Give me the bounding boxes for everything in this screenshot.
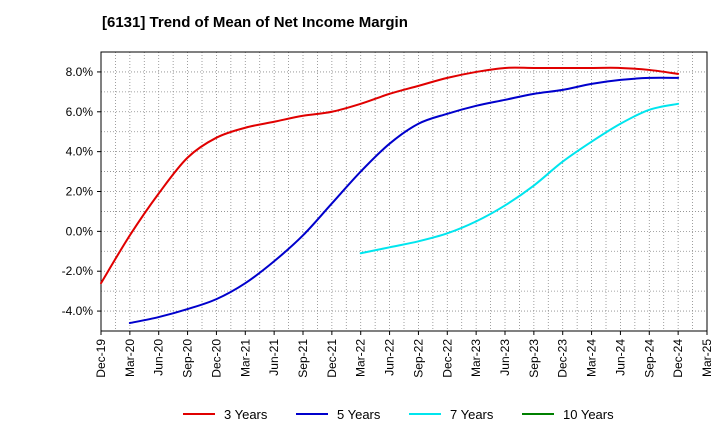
y-tick-label: 6.0% (66, 105, 94, 119)
x-tick-label: Jun-21 (267, 339, 281, 376)
y-tick-label: 4.0% (66, 145, 94, 159)
y-tick-label: -4.0% (62, 304, 94, 318)
y-tick-label: 0.0% (66, 224, 94, 238)
x-axis: Dec-19 Mar-20 Jun-20 Sep-20 Dec-20 Mar-21 Jun-… (94, 331, 714, 378)
x-tick-label: Sep-24 (642, 339, 656, 378)
x-tick-label: Mar-20 (123, 339, 137, 377)
x-tick-label: Mar-23 (469, 339, 483, 377)
x-tick-label: Sep-22 (411, 339, 425, 378)
x-tick-label: Dec-19 (94, 339, 108, 378)
legend-label: 10 Years (563, 407, 614, 422)
y-tick-label: 8.0% (66, 65, 94, 79)
grid-layer (101, 52, 707, 331)
x-tick-label: Dec-23 (556, 339, 570, 378)
x-tick-label: Jun-24 (613, 339, 627, 376)
y-tick-label: -2.0% (62, 264, 94, 278)
x-tick-label: Mar-22 (354, 339, 368, 377)
legend: 3 Years 5 Years 7 Years 10 Years (183, 407, 614, 422)
y-tick-label: 2.0% (66, 185, 94, 199)
x-tick-label: Dec-22 (440, 339, 454, 378)
x-tick-label: Dec-21 (325, 339, 339, 378)
series-line-2 (128, 76, 680, 325)
y-axis: 8.0% 6.0% 4.0% 2.0% 0.0% -2.0% -4.0% (62, 65, 101, 318)
x-tick-label: Mar-25 (700, 339, 714, 377)
legend-label: 5 Years (337, 407, 381, 422)
x-tick-label: Mar-21 (238, 339, 252, 377)
x-tick-label: Mar-24 (585, 339, 599, 377)
legend-label: 3 Years (224, 407, 268, 422)
x-tick-label: Dec-20 (209, 339, 223, 378)
x-tick-label: Sep-23 (527, 339, 541, 378)
chart-title: [6131] Trend of Mean of Net Income Margi… (102, 14, 408, 31)
x-tick-label: Jun-20 (152, 339, 166, 376)
x-tick-label: Sep-20 (181, 339, 195, 378)
series-layer (100, 66, 680, 325)
x-tick-label: Jun-23 (498, 339, 512, 376)
x-tick-label: Jun-22 (383, 339, 397, 376)
x-tick-label: Dec-24 (671, 339, 685, 378)
x-tick-label: Sep-21 (296, 339, 310, 378)
legend-label: 7 Years (450, 407, 494, 422)
series-line-1 (100, 66, 680, 285)
series-line-3 (359, 102, 680, 255)
